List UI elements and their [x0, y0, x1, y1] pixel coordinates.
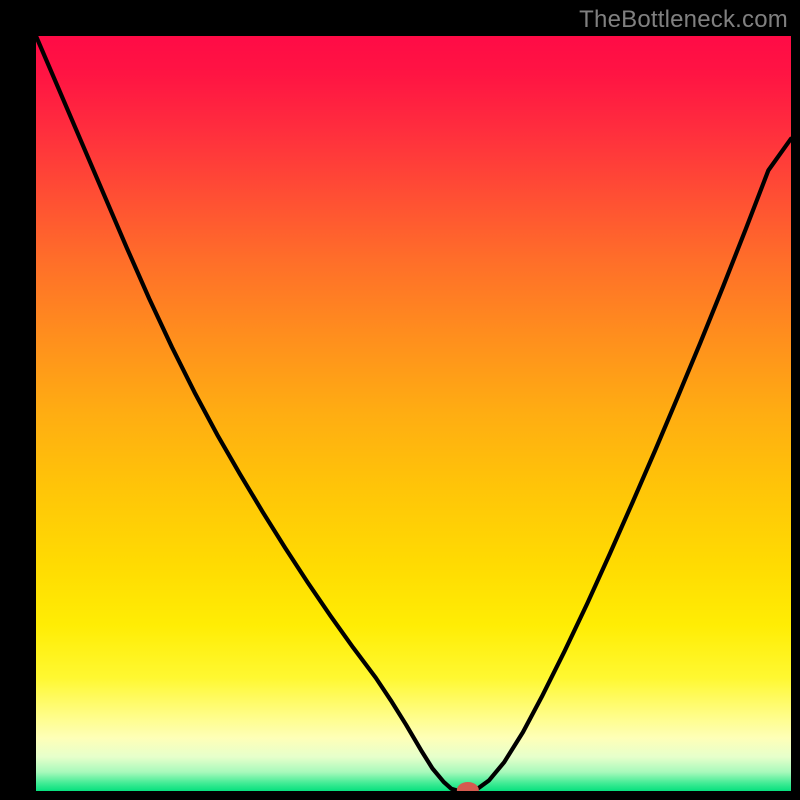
plot-area [36, 36, 791, 791]
watermark-label: TheBottleneck.com [579, 6, 788, 34]
chart-stage: TheBottleneck.com [0, 0, 800, 800]
minimum-marker [457, 782, 479, 791]
bottleneck-curve [36, 36, 791, 791]
curve-svg [36, 36, 791, 791]
